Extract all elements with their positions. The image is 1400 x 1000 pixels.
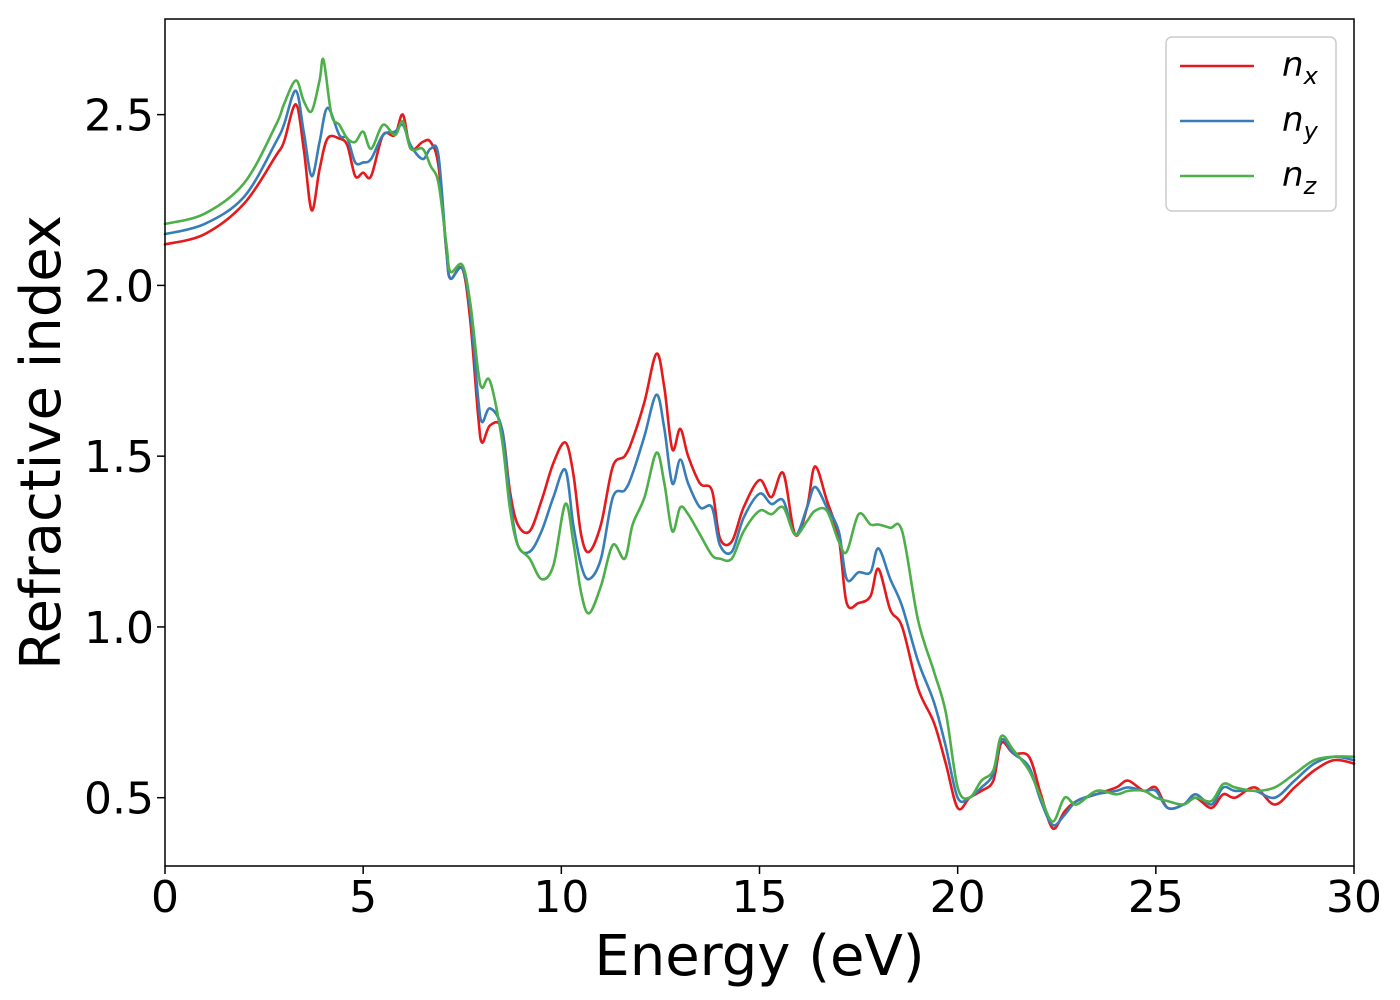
- x-tick-label: 25: [1128, 872, 1184, 923]
- y-tick-label: 2.0: [84, 261, 154, 312]
- y-tick-label: 0.5: [84, 774, 154, 825]
- legend-entry-n-z: nz: [1282, 155, 1318, 200]
- x-tick-label: 15: [732, 872, 788, 923]
- x-axis-label: Energy (eV): [594, 924, 924, 989]
- legend: nx ny nz: [1165, 36, 1337, 212]
- x-axis-ticks: 0 5 10 15 20 25 30: [151, 866, 1382, 923]
- series-line-n-x: [163, 103, 1356, 831]
- y-axis-ticks: 0.5 1.0 1.5 2.0 2.5: [84, 91, 165, 825]
- legend-entry-n-x: nx: [1282, 45, 1319, 90]
- x-tick-label: 20: [930, 872, 986, 923]
- legend-box: [1165, 36, 1337, 212]
- y-tick-label: 2.5: [84, 91, 154, 142]
- series-line-n-z: [163, 57, 1356, 823]
- x-tick-label: 10: [533, 872, 589, 923]
- y-tick-label: 1.5: [84, 432, 154, 483]
- series-lines: [163, 57, 1356, 831]
- x-tick-label: 30: [1326, 872, 1382, 923]
- y-tick-label: 1.0: [84, 603, 154, 654]
- y-axis-label: Refractive index: [9, 215, 74, 670]
- legend-entry-n-y: ny: [1282, 100, 1319, 145]
- x-tick-label: 5: [349, 872, 377, 923]
- x-tick-label: 0: [151, 872, 179, 923]
